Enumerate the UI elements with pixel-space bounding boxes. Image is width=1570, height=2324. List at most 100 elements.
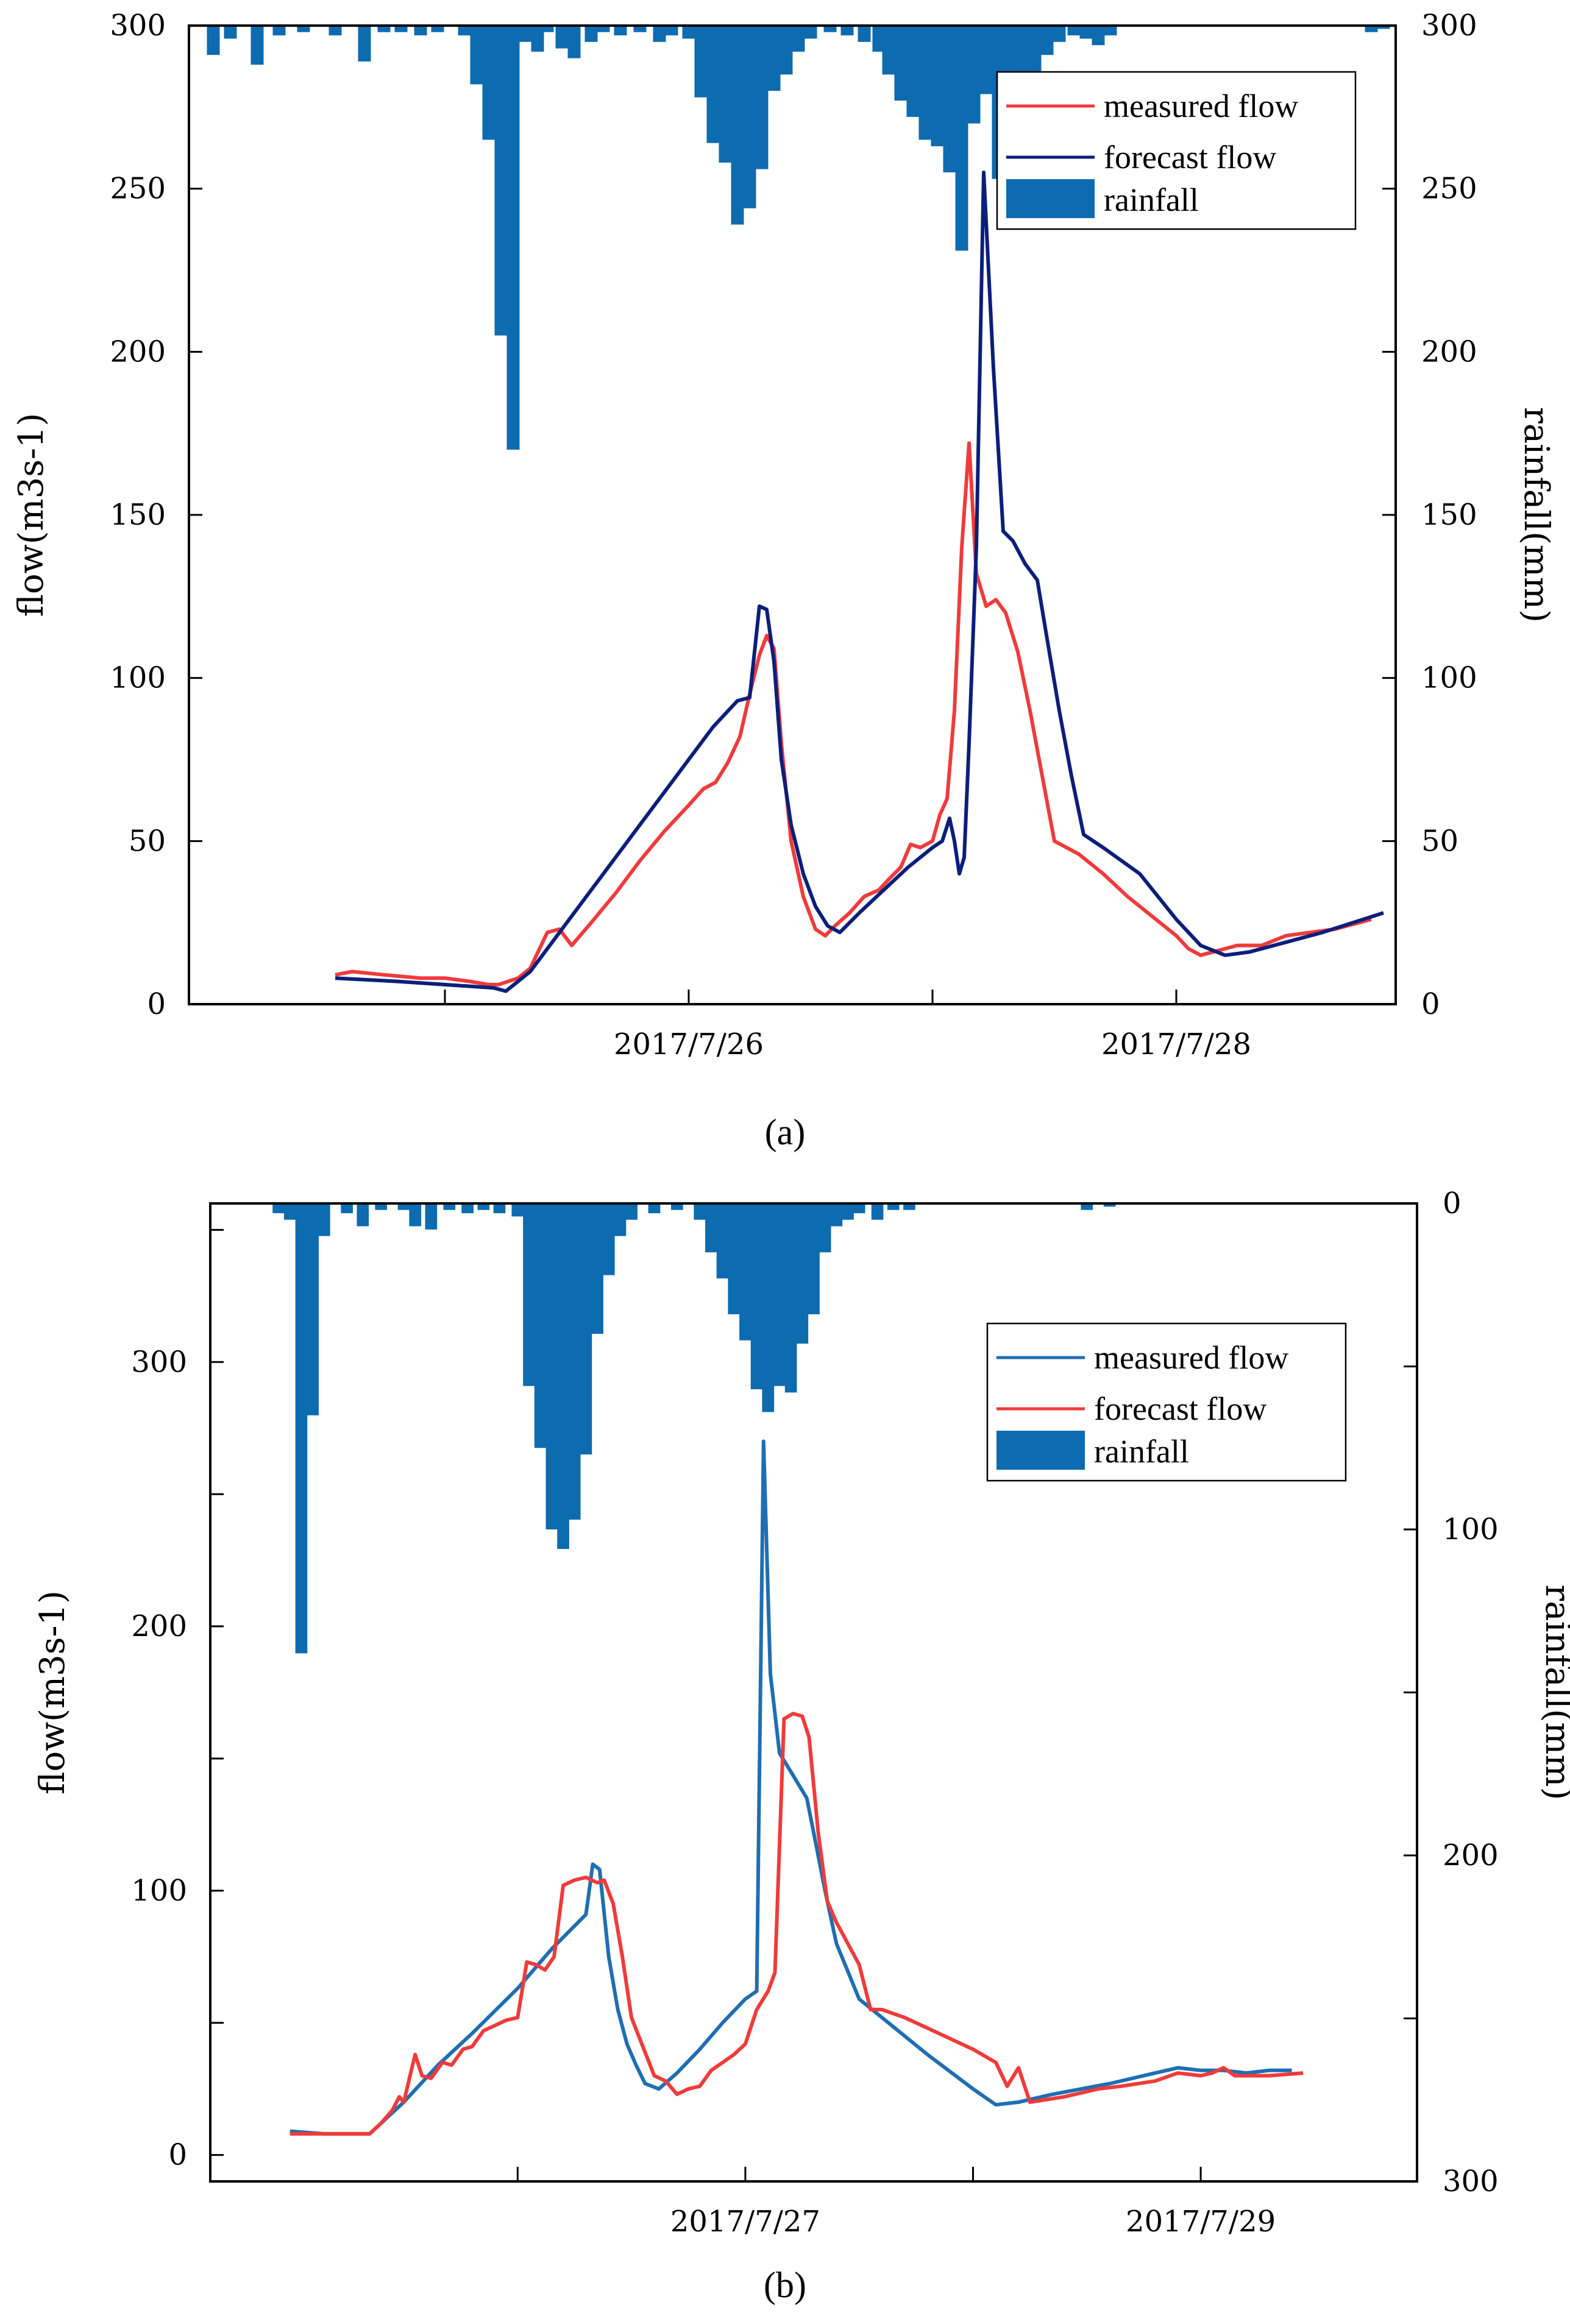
panel-b-legend-forecast-flow: forecast flow xyxy=(1094,1391,1266,1427)
panel-a-rainfall-bar-10 xyxy=(431,26,444,32)
panel-a-rainfall-bar-46 xyxy=(931,26,944,147)
panel-a-rainfall-bar-22 xyxy=(597,26,610,32)
panel-a-rainfall-bar-62 xyxy=(1377,26,1390,29)
panel-a-rainfall-bar-18 xyxy=(541,26,554,32)
panel-a-right-axis-title: rainfall(mm) xyxy=(1516,407,1556,623)
panel-b-rainfall-bar-33 xyxy=(750,1203,763,1389)
panel-b-rainfall-bar-5 xyxy=(341,1203,353,1214)
panel-b-rainfall-bar-47 xyxy=(1103,1203,1116,1207)
panel-a-rainfall-bar-56 xyxy=(1053,26,1066,42)
panel-b-rainfall-bar-4 xyxy=(318,1203,330,1236)
panel-a-label: (a) xyxy=(765,1112,806,1152)
panel-a-rainfall-bar-23 xyxy=(614,26,627,36)
panel-a-left-tick-label-4: 200 xyxy=(110,335,166,369)
panel-a-rainfall-bar-49 xyxy=(967,26,981,124)
panel-b-left-tick-label-0: 0 xyxy=(168,2138,187,2172)
panel-b-chart: 0 100 200 300 0 100 200 300 2017/7/27 2017/7/29… xyxy=(33,1186,1570,2305)
panel-a-rainfall-bar-1 xyxy=(224,26,237,39)
panel-b-rainfall-bar-18 xyxy=(545,1203,558,1529)
panel-b-rainfall-bar-7 xyxy=(375,1203,388,1210)
panel-a-rainfall-bar-41 xyxy=(872,26,886,52)
panel-a-legend-swatch-rainfall xyxy=(1006,179,1095,218)
panel-b-rainfall-bar-36 xyxy=(784,1203,797,1393)
panel-b-rainfall-bar-25 xyxy=(625,1203,638,1220)
panel-a-rainfall-bar-26 xyxy=(665,26,678,36)
panel-a-legend: measured flow forecast flow rainfall xyxy=(996,71,1357,230)
panel-a-rainfall-bar-16 xyxy=(519,26,532,42)
panel-a-legend-rainfall: rainfall xyxy=(1104,182,1199,218)
panel-a-rainfall-bar-8 xyxy=(394,26,408,32)
panel-b-rainfall-bar-29 xyxy=(705,1203,717,1253)
panel-b-right-tick-label-2: 100 xyxy=(1443,1512,1499,1546)
panel-a-chart: 0 50 100 150 200 250 300 0 50 100 150 200 250 300 20… xyxy=(12,9,1556,1152)
panel-a-rainfall-bar-7 xyxy=(377,26,391,32)
panel-b-rainfall-bar-19 xyxy=(557,1203,569,1550)
panel-a-left-axis: 0 50 100 150 200 250 300 xyxy=(110,9,202,1021)
panel-b-rainfall-bar-45 xyxy=(903,1203,915,1210)
panel-b-rainfall-bar-16 xyxy=(523,1203,535,1386)
panel-b-rainfall-bar-13 xyxy=(477,1203,490,1210)
panel-a-right-axis: 0 50 100 150 200 250 300 xyxy=(1382,9,1477,1021)
panel-b-rainfall-bar-46 xyxy=(1081,1203,1093,1210)
panel-a-rainfall-bar-47 xyxy=(943,26,956,172)
panel-b-left-axis-title: flow(m3s-1) xyxy=(33,1590,73,1794)
panel-b-series-forecast-flow xyxy=(289,1712,1304,2136)
panel-b-rainfall-bar-15 xyxy=(511,1203,524,1217)
panel-a-rainfall-bar-42 xyxy=(882,26,895,75)
panel-b-rainfall-bar-38 xyxy=(808,1203,820,1314)
panel-a-rainfall-bar-0 xyxy=(207,26,220,55)
panel-b-right-tick-label-6: 300 xyxy=(1443,2164,1499,2198)
panel-a-rainfall-bar-48 xyxy=(955,26,968,251)
panel-b-rainfall-bar-21 xyxy=(580,1203,592,1454)
panel-a-rainfall-bar-37 xyxy=(804,26,817,39)
panel-b-x-tick-label-3: 2017/7/29 xyxy=(1126,2205,1276,2239)
panel-b-rainfall-bar-26 xyxy=(648,1203,661,1214)
panel-a-left-tick-label-2: 100 xyxy=(110,661,166,695)
panel-b-rainfall-bars xyxy=(272,1203,1116,1654)
panel-a-rainfall-bar-12 xyxy=(470,26,483,85)
panel-b-rainfall-bar-9 xyxy=(409,1203,422,1227)
panel-a-rainfall-bar-30 xyxy=(719,26,732,163)
panel-a-rainfall-bar-6 xyxy=(358,26,371,62)
panel-b-right-tick-label-0: 0 xyxy=(1443,1186,1462,1220)
panel-a-flow-lines xyxy=(335,170,1384,993)
panel-a-rainfall-bar-45 xyxy=(918,26,932,140)
panel-a-rainfall-bar-32 xyxy=(743,26,756,208)
panel-a-rainfall-bar-2 xyxy=(250,26,264,65)
panel-b-rainfall-bar-20 xyxy=(568,1203,581,1520)
panel-b-label: (b) xyxy=(764,2265,806,2305)
panel-b-rainfall-bar-34 xyxy=(762,1203,775,1412)
panel-b-rainfall-bar-22 xyxy=(591,1203,603,1334)
panel-b-x-axis: 2017/7/27 2017/7/29 xyxy=(516,2167,1276,2239)
panel-a-rainfall-bar-3 xyxy=(272,26,286,36)
panel-a-series-forecast-flow xyxy=(335,170,1384,993)
panel-b-rainfall-bar-23 xyxy=(602,1203,615,1275)
panel-b-rainfall-bar-10 xyxy=(425,1203,438,1230)
panel-a-rainfall-bar-58 xyxy=(1079,26,1093,39)
panel-a-rainfall-bar-17 xyxy=(531,26,544,52)
panel-b-right-axis-title: rainfall(mm) xyxy=(1538,1585,1570,1801)
panel-a-rainfall-bar-9 xyxy=(414,26,427,36)
panel-b-flow-lines xyxy=(289,1439,1304,2136)
panel-b-legend-measured-flow: measured flow xyxy=(1094,1339,1288,1376)
panel-a-rainfall-bar-31 xyxy=(731,26,744,225)
panel-b-left-tick-label-4: 200 xyxy=(131,1609,187,1643)
panel-a-rainfall-bar-34 xyxy=(767,26,781,91)
panel-b-rainfall-bar-17 xyxy=(534,1203,547,1448)
panel-a-rainfall-bar-35 xyxy=(780,26,793,75)
panel-a-rainfall-bar-28 xyxy=(694,26,708,97)
panel-a-left-axis-title: flow(m3s-1) xyxy=(12,413,51,617)
panel-a-rainfall-bar-57 xyxy=(1067,26,1081,36)
panel-b-rainfall-bar-35 xyxy=(773,1203,786,1386)
panel-a-rainfall-bar-29 xyxy=(706,26,720,143)
panel-a-rainfall-bar-20 xyxy=(567,26,581,58)
panel-b-rainfall-bar-40 xyxy=(830,1203,843,1227)
panel-b-legend-swatch-rainfall xyxy=(996,1431,1085,1470)
panel-a-rainfall-bar-39 xyxy=(840,26,854,36)
panel-b-rainfall-bar-27 xyxy=(671,1203,683,1210)
panel-b-rainfall-bar-32 xyxy=(739,1203,751,1341)
panel-b-rainfall-bar-2 xyxy=(295,1203,308,1654)
panel-a-left-tick-label-1: 50 xyxy=(129,824,166,858)
panel-a-rainfall-bar-40 xyxy=(858,26,871,42)
